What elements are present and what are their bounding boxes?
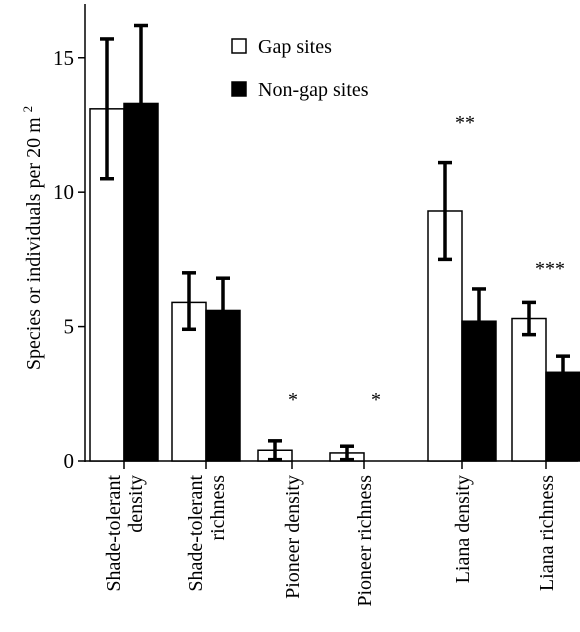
error-bar (268, 439, 282, 462)
error-bar (556, 354, 570, 373)
significance-annotation: ** (455, 112, 475, 134)
x-tick-label: richness (207, 475, 229, 541)
significance-annotation: * (288, 389, 298, 411)
x-tick-label: Shade-tolerant (103, 475, 125, 592)
y-axis-label: Species or individuals per 20 m 2 (20, 106, 45, 370)
y-axis-label-superscript: 2 (20, 106, 35, 113)
error-bar (182, 271, 196, 332)
y-axis: 0 5 10 15 (53, 4, 86, 473)
error-bar (100, 37, 114, 181)
y-tick-label: 10 (53, 180, 74, 204)
significance-annotation: *** (535, 258, 565, 280)
y-tick-label: 15 (53, 46, 74, 70)
bar-non-gap-sites (461, 320, 497, 462)
y-tick-label: 5 (64, 315, 75, 339)
x-tick-label: Shade-tolerant (185, 475, 207, 592)
x-tick-label: Liana density (452, 475, 474, 583)
error-bar (134, 23, 148, 104)
legend-swatch-gap (231, 38, 247, 54)
x-axis: Shade-tolerant density Shade-tolerant richn… (85, 460, 578, 607)
y-axis-label-text: Species or individuals per 20 m (23, 117, 45, 370)
legend-label-gap: Gap sites (258, 36, 332, 58)
x-tick-label: density (125, 475, 147, 533)
y-tick-label: 0 (64, 449, 75, 473)
x-tick-label: Pioneer richness (354, 475, 376, 607)
error-bar (216, 276, 230, 311)
bar-non-gap-sites (205, 309, 241, 462)
legend: Gap sites Non-gap sites (231, 36, 369, 101)
bar-non-gap-sites (545, 371, 580, 462)
x-tick-label: Liana richness (536, 475, 558, 591)
error-bar (522, 300, 536, 337)
bar-gap-sites (511, 317, 547, 462)
legend-swatch-non-gap (231, 81, 247, 97)
error-bar (472, 287, 486, 322)
error-bar (438, 160, 452, 262)
error-bar (340, 444, 354, 462)
significance-annotation: * (371, 389, 381, 411)
legend-label-non-gap: Non-gap sites (258, 79, 369, 101)
x-tick-label: Pioneer density (282, 475, 304, 599)
bar-non-gap-sites (123, 102, 159, 462)
